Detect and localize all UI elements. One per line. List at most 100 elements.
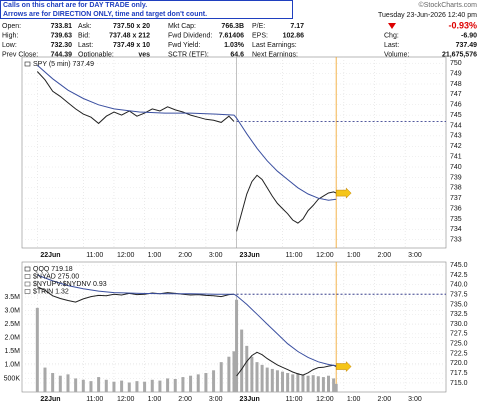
volume-bar [89,381,93,392]
y-tick-label: 739 [450,174,462,181]
y-tick-label: 3.0M [4,307,20,314]
x-tick-label: 3:00 [209,252,223,259]
volume-bar [332,378,336,392]
x-tick-label: 1:00 [148,252,162,259]
volume-bar [270,368,274,392]
notice-box [0,0,293,19]
x-tick-label: 2:00 [377,396,391,403]
quote-value: 737.49 [456,42,478,49]
volume-bar [189,375,193,392]
quote-value: 744.39 [51,52,73,59]
volume-bar [291,374,295,392]
volume-bar [143,381,147,392]
legend-swatch [24,266,31,272]
volume-bar [275,370,279,392]
price-line [36,71,235,125]
volume-bar [150,379,154,392]
x-tick-label: 2:00 [377,252,391,259]
quote-value: yes [138,52,150,59]
x-tick-label: 1:00 [347,396,361,403]
down-arrow [388,23,396,29]
quote-label: Ask: [78,23,92,30]
x-tick-label: 11:00 [286,396,303,403]
price-line [36,64,337,201]
volume-bar [250,356,254,392]
quote-value: 733.81 [51,23,73,30]
quote-label: P/E: [252,23,265,30]
y-tick-label: 742.5 [450,272,468,279]
y-tick-label: 748 [450,81,462,88]
volume-bar [255,362,259,392]
y-tick-label: 750 [450,60,462,67]
volume-bar [286,373,290,392]
volume-bar [227,356,231,392]
volume-bar [321,377,325,392]
y-tick-label: 732.5 [450,311,468,318]
quote-label: Fwd Dividend: [168,32,212,39]
y-tick-label: 2.0M [4,335,20,342]
volume-bar [127,382,131,392]
notice: Arrows are for DIRECTION ONLY, time and … [3,11,207,18]
y-tick-label: 722.5 [450,350,468,357]
volume-bar [66,374,70,392]
volume-bar [58,375,62,392]
x-tick-label: 11:00 [86,396,103,403]
x-tick-label: 1:00 [347,252,361,259]
y-tick-label: 743 [450,133,462,140]
x-tick-label: 2:00 [178,252,192,259]
quote-label: Low: [2,42,17,49]
volume-bar [260,364,264,392]
legend-label: $NYUPV:$NYDNV 0.93 [33,281,107,288]
panel [21,56,447,249]
volume-bar [112,381,116,392]
y-tick-label: 733 [450,237,462,244]
y-tick-label: 1.5M [4,348,20,355]
quote-value: 737.48 x 212 [109,32,150,39]
y-tick-label: 745.0 [450,262,468,269]
volume-bar [81,379,85,392]
legend-label: $NYAD 275.00 [33,273,79,280]
quote-value: 737.49 x 10 [113,42,150,49]
volume-bar [311,375,315,392]
y-tick-label: 741 [450,153,462,160]
y-tick-label: 746 [450,102,462,109]
y-tick-label: 749 [450,70,462,77]
y-tick-label: 717.5 [450,370,468,377]
y-tick-label: 737 [450,195,462,202]
quote-value: 102.86 [283,32,305,39]
volume-bar [232,351,236,392]
legend-label: QQQ 719.18 [33,266,73,273]
quote-label: EPS: [252,32,268,39]
legend-swatch [24,61,31,67]
volume-bar [219,362,223,392]
y-tick-label: 735.0 [450,301,468,308]
volume-bar [74,378,78,392]
volume-bar [245,345,249,392]
legend-swatch [24,281,31,287]
volume-bar [51,373,55,392]
x-tick-label: 2:00 [178,396,192,403]
volume-bar [173,378,177,392]
y-tick-label: 1.0M [4,362,20,369]
quote-label: Last Earnings: [252,42,297,49]
y-tick-label: 727.5 [450,331,468,338]
quote-label: Fwd Yield: [168,42,200,49]
quote-label: Last: [78,42,93,49]
volume-bar [196,374,200,392]
y-tick-label: 738 [450,185,462,192]
quote-label: Mkt Cap: [168,23,196,30]
y-tick-label: 736 [450,205,462,212]
x-tick-label: 12:00 [117,396,135,403]
price-line [37,274,337,367]
volume-bar [301,374,305,392]
quote-value: 21,675,576 [442,52,477,59]
y-tick-label: 745 [450,112,462,119]
quote-value: 766.3B [221,23,244,30]
y-tick-label: 747 [450,91,462,98]
legend-label: SPY (5 min) 737.49 [33,61,94,68]
signal-arrow [335,187,352,199]
x-tick-label: 3:00 [209,396,223,403]
y-tick-label: 744 [450,122,462,129]
quote-label: Optionable: [78,52,114,59]
